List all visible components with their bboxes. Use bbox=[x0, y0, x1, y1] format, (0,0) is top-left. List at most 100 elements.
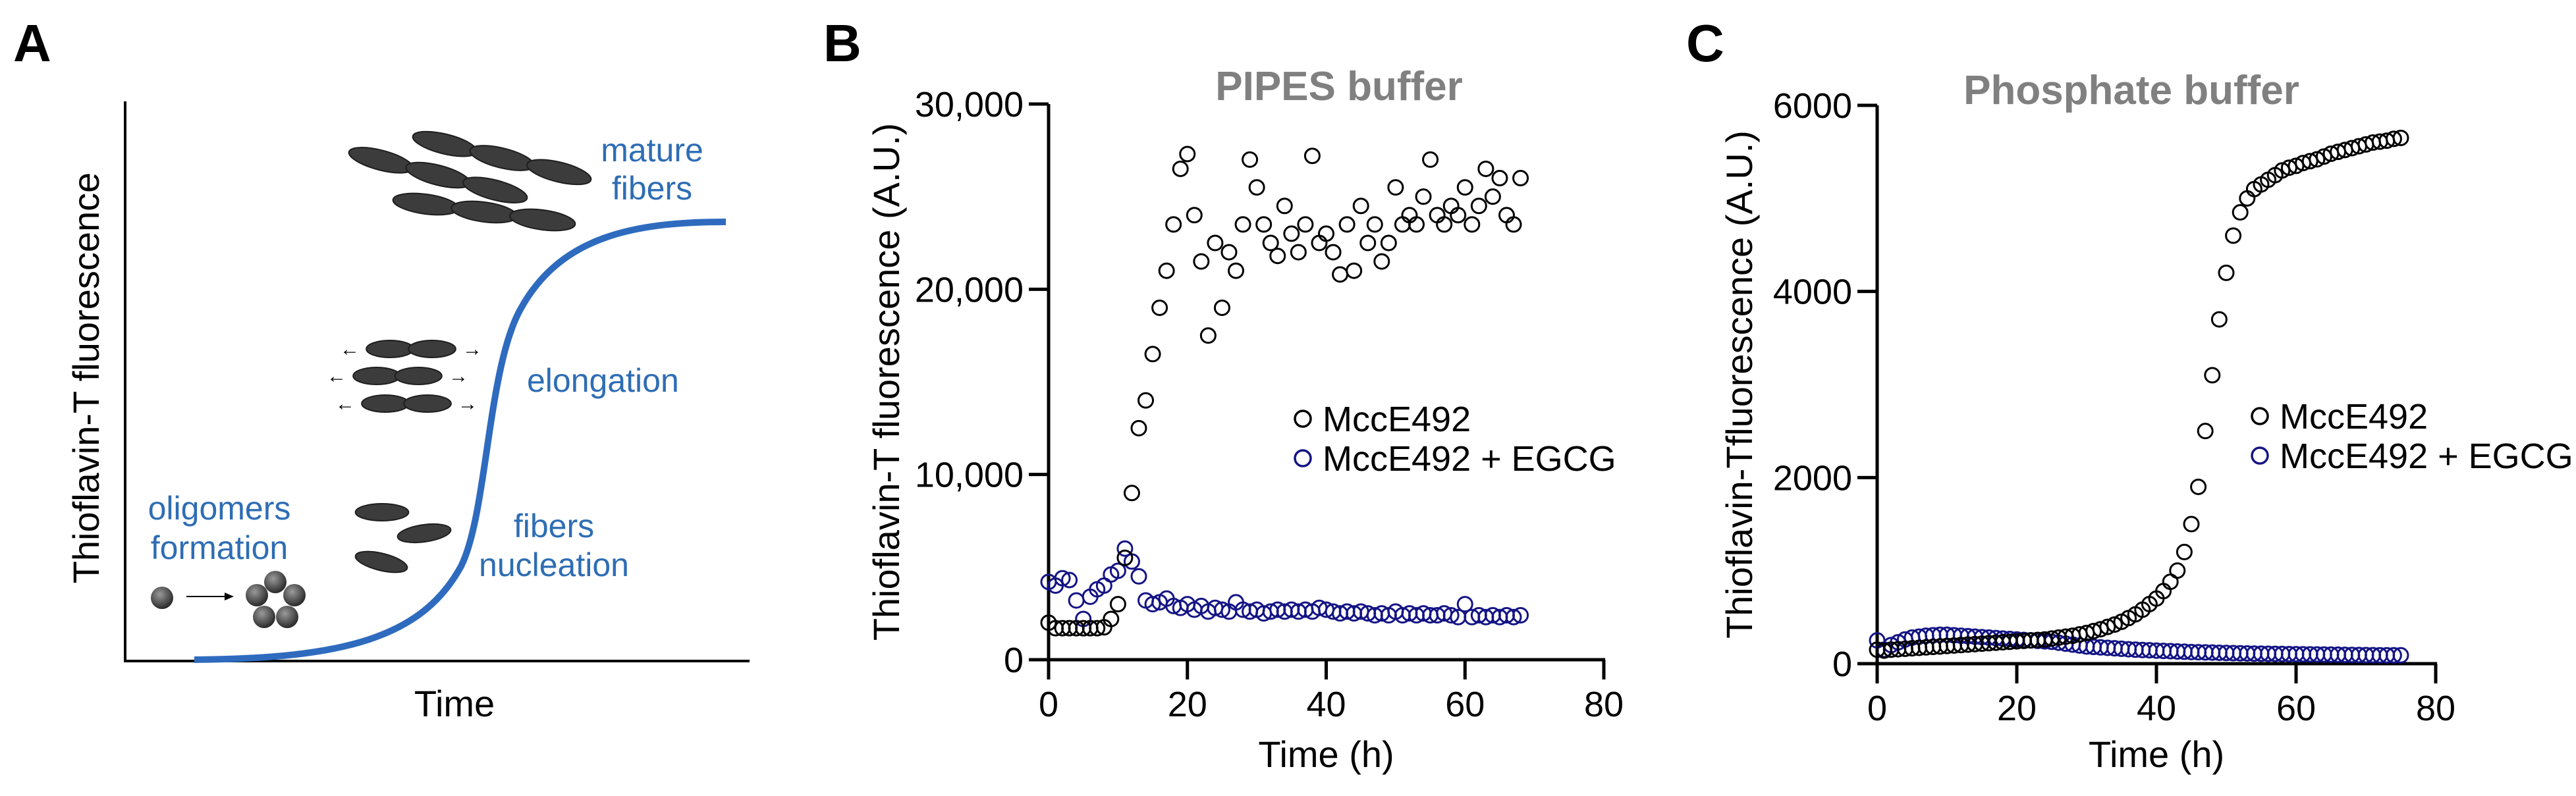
data-point bbox=[2232, 204, 2249, 221]
data-point bbox=[1213, 299, 1230, 316]
y-axis-label: Thioflavin-T fluorescence bbox=[65, 172, 107, 584]
data-point bbox=[2392, 647, 2409, 664]
data-point bbox=[2204, 367, 2221, 384]
data-point bbox=[1346, 262, 1363, 279]
fiber-segment bbox=[405, 161, 471, 189]
data-point bbox=[1276, 198, 1293, 215]
data-point bbox=[1436, 216, 1453, 233]
data-point bbox=[1408, 216, 1425, 233]
data-point bbox=[1248, 179, 1265, 196]
data-point bbox=[1054, 570, 1071, 587]
arrow-left-icon: ← bbox=[327, 365, 346, 387]
data-point bbox=[1477, 160, 1494, 177]
data-point bbox=[2385, 647, 2402, 664]
fiber-icon bbox=[366, 340, 456, 358]
data-point bbox=[1130, 568, 1147, 585]
data-point bbox=[1359, 234, 1377, 252]
data-point bbox=[1165, 216, 1182, 233]
y-tick-label: 30,000 bbox=[915, 85, 1024, 124]
data-point bbox=[1380, 234, 1397, 252]
fiber-segment bbox=[392, 192, 460, 216]
data-point bbox=[1130, 419, 1147, 437]
data-point bbox=[1179, 146, 1196, 163]
data-point bbox=[1220, 244, 1238, 261]
data-point bbox=[1144, 596, 1161, 613]
data-point bbox=[1228, 262, 1245, 279]
y-axis-label: Thioflavin-T fluorescence (A.U.) bbox=[865, 123, 907, 641]
x-axis-label: Time (h) bbox=[2089, 733, 2224, 775]
data-point bbox=[1464, 216, 1481, 233]
arrow-right-icon: → bbox=[462, 338, 482, 360]
legend-marker bbox=[1294, 449, 1312, 467]
fiber-icon bbox=[354, 550, 408, 573]
series-mcce492-egcg bbox=[1040, 540, 1529, 627]
oligomer-sphere bbox=[246, 584, 268, 606]
data-point bbox=[1373, 253, 1390, 270]
data-point bbox=[1123, 485, 1140, 502]
data-point bbox=[1442, 606, 1460, 624]
x-tick-label: 60 bbox=[1445, 685, 1485, 724]
fiber-segment bbox=[361, 394, 410, 413]
panel-a-schematic: A Thioflavin-T fluorescence Time mature … bbox=[13, 14, 750, 724]
fiber-segment bbox=[508, 208, 576, 232]
legend-marker bbox=[2251, 446, 2269, 465]
panel-letter-b: B bbox=[823, 14, 862, 72]
fiber-segment bbox=[354, 503, 410, 521]
x-tick-label: 20 bbox=[1997, 689, 2037, 728]
fiber-icon bbox=[412, 130, 592, 186]
x-tick-label: 60 bbox=[2276, 689, 2316, 728]
oligomer-sphere bbox=[276, 606, 298, 628]
data-point bbox=[1269, 248, 1286, 265]
data-point bbox=[1450, 207, 1467, 224]
data-point bbox=[2385, 130, 2402, 147]
data-point bbox=[1242, 151, 1259, 168]
arrow-right-icon: → bbox=[458, 393, 478, 415]
arrowhead-icon bbox=[225, 593, 234, 600]
stage-label-mature: mature bbox=[601, 132, 703, 169]
series-mcce492-egcg bbox=[1869, 626, 2409, 664]
data-point bbox=[1456, 596, 1473, 613]
x-tick-label: 40 bbox=[2137, 689, 2176, 728]
fiber-icon bbox=[361, 394, 452, 413]
fiber-illustrations: ← → ← → ← → bbox=[327, 130, 592, 573]
data-point bbox=[1151, 299, 1168, 316]
monomer-sphere bbox=[151, 587, 173, 609]
data-point bbox=[2392, 129, 2409, 146]
y-tick-label: 2000 bbox=[1773, 458, 1852, 498]
data-point bbox=[1213, 601, 1230, 618]
data-point bbox=[2190, 478, 2207, 495]
stage-label-elongation: elongation bbox=[527, 362, 679, 399]
data-point bbox=[2218, 264, 2235, 281]
arrow-left-icon: ← bbox=[335, 393, 355, 415]
x-tick-label: 80 bbox=[2416, 689, 2455, 728]
data-point bbox=[1415, 188, 1432, 205]
data-point bbox=[2176, 543, 2193, 560]
x-tick-label: 80 bbox=[1584, 685, 1624, 724]
data-point bbox=[1116, 549, 1134, 566]
data-point bbox=[1470, 198, 1487, 215]
fiber-segment bbox=[354, 550, 408, 573]
fiber-segment bbox=[352, 367, 401, 385]
fiber-icon bbox=[348, 147, 528, 203]
oligomer-sphere bbox=[253, 606, 275, 628]
legend-label: MccE492 + EGCG bbox=[1323, 439, 1616, 479]
series-mcce492 bbox=[1040, 146, 1529, 637]
fiber-icon bbox=[354, 503, 410, 521]
oligomer-sphere bbox=[264, 571, 287, 593]
x-tick-label: 0 bbox=[1039, 685, 1058, 724]
stage-label-nucleation: fibers bbox=[514, 508, 594, 544]
chart-title: PIPES buffer bbox=[1215, 64, 1463, 109]
data-point bbox=[1366, 216, 1383, 233]
data-point bbox=[1103, 610, 1120, 627]
stage-label-oligomers: formation bbox=[151, 529, 288, 566]
fiber-segment bbox=[469, 145, 535, 171]
data-point bbox=[1505, 608, 1522, 625]
fiber-segment bbox=[403, 394, 452, 413]
fiber-segment bbox=[394, 367, 443, 385]
stage-label-oligomers: oligomers bbox=[148, 490, 291, 527]
x-tick-label: 20 bbox=[1168, 685, 1207, 724]
data-point bbox=[1512, 170, 1529, 187]
data-point bbox=[1109, 596, 1126, 613]
y-tick-label: 0 bbox=[1004, 641, 1024, 680]
arrow-right-icon: → bbox=[449, 365, 468, 387]
